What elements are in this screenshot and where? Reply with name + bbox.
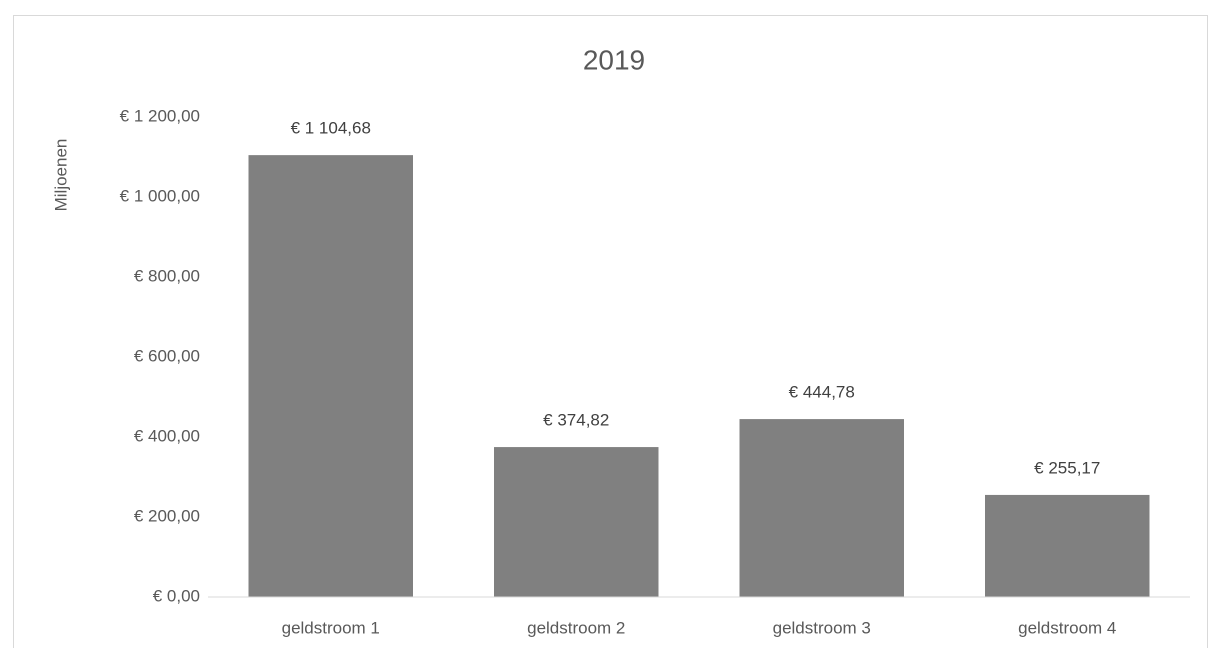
y-tick-label: € 0,00 — [153, 586, 200, 605]
y-tick-label: € 200,00 — [134, 506, 200, 525]
data-label: € 444,78 — [789, 383, 855, 402]
y-tick-label: € 600,00 — [134, 346, 200, 365]
bar — [494, 447, 659, 597]
bar — [985, 494, 1150, 597]
x-tick-label: geldstroom 3 — [773, 618, 871, 637]
x-tick-label: geldstroom 4 — [1018, 618, 1116, 637]
bar — [248, 155, 413, 598]
y-tick-label: € 400,00 — [134, 426, 200, 445]
y-axis-label: Miljoenen — [51, 139, 70, 212]
data-label: € 1 104,68 — [291, 119, 371, 138]
y-tick-label: € 1 200,00 — [120, 106, 200, 125]
y-tick-label: € 800,00 — [134, 266, 200, 285]
bar — [739, 419, 904, 597]
data-label: € 255,17 — [1034, 458, 1100, 477]
x-tick-label: geldstroom 1 — [282, 618, 380, 637]
y-tick-label: € 1 000,00 — [120, 186, 200, 205]
data-label: € 374,82 — [543, 411, 609, 430]
x-tick-label: geldstroom 2 — [527, 618, 625, 637]
chart-title: 2019 — [583, 44, 645, 75]
